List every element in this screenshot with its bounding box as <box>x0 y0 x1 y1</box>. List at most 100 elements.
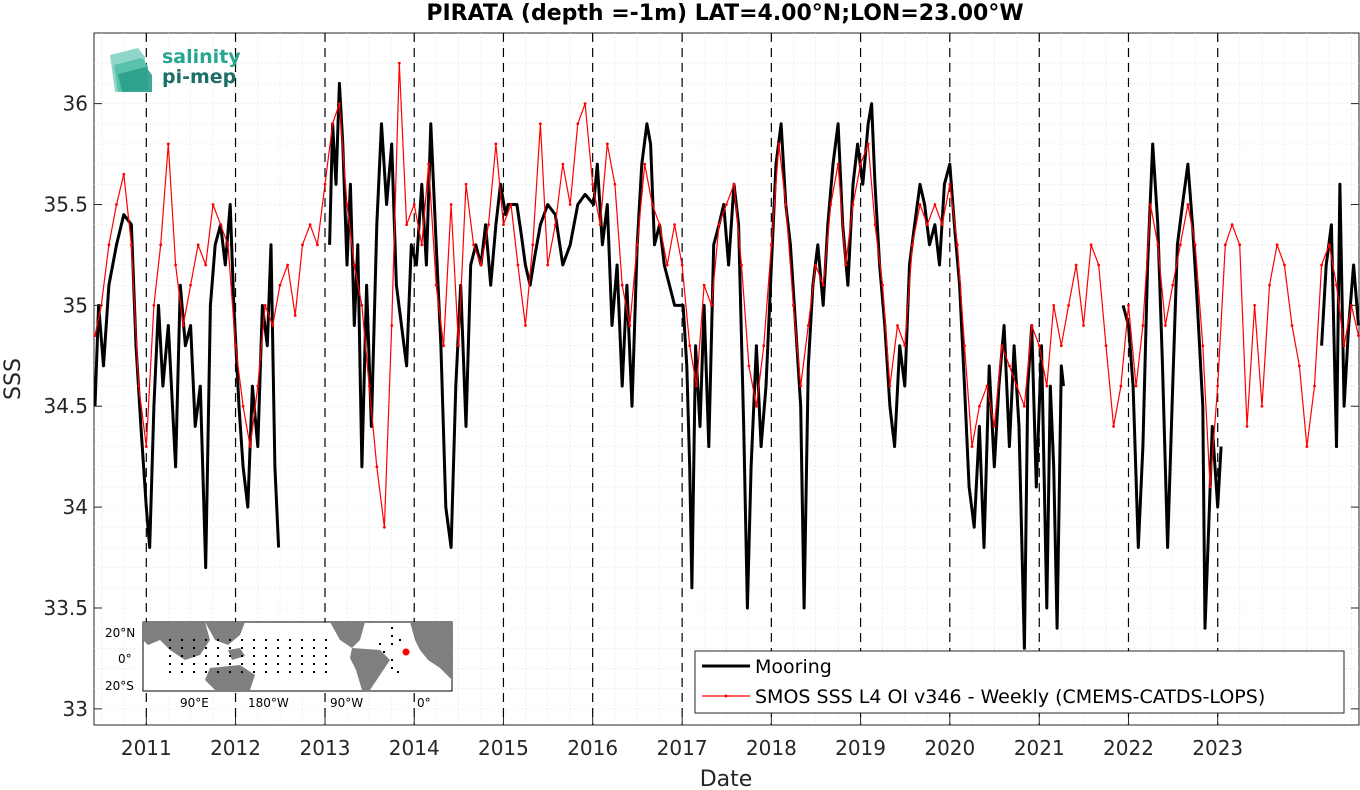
inset-lon-label-90e: 90°E <box>180 696 209 710</box>
smos-point <box>970 445 974 448</box>
buoy-dot <box>241 671 243 673</box>
smos-point <box>397 61 401 65</box>
smos-point <box>650 203 654 206</box>
smos-point <box>992 425 996 428</box>
smos-point <box>695 384 698 388</box>
smos-point <box>196 243 200 247</box>
buoy-dot <box>325 639 327 641</box>
y-tick-label: 34 <box>63 495 88 519</box>
smos-point <box>1260 404 1264 408</box>
smos-point <box>1022 404 1026 408</box>
buoy-dot <box>391 667 393 669</box>
y-axis-label: SSS <box>1 358 26 400</box>
smos-point <box>1119 384 1123 388</box>
smos-point <box>1305 445 1309 448</box>
smos-point <box>1297 364 1301 368</box>
smos-point <box>427 162 431 166</box>
buoy-dot <box>253 655 255 657</box>
smos-point <box>769 243 773 247</box>
y-tick-label: 35.5 <box>43 192 88 216</box>
smos-point <box>323 182 327 186</box>
smos-point <box>211 203 215 206</box>
buoy-dot <box>253 639 255 641</box>
smos-point <box>189 283 192 287</box>
inset-lat-label-0: 0° <box>118 652 132 666</box>
buoy-dot <box>193 639 195 641</box>
smos-point <box>144 445 148 448</box>
buoy-dot <box>289 639 291 641</box>
smos-point <box>799 384 803 388</box>
smos-point <box>591 182 595 186</box>
smos-point <box>1238 243 1242 247</box>
smos-point <box>122 172 126 176</box>
smos-point <box>1245 425 1249 428</box>
smos-point <box>1223 243 1227 247</box>
buoy-dot <box>289 671 291 673</box>
smos-point <box>1320 263 1323 267</box>
x-axis: 2011 2012 2013 2014 2015 2016 2017 2018 2019 2020… <box>121 717 1243 760</box>
y-tick-label: 33.5 <box>43 596 88 620</box>
smos-point <box>710 303 713 307</box>
buoy-dot <box>229 671 231 673</box>
smos-point <box>948 182 952 186</box>
smos-point <box>844 263 848 267</box>
buoy-dot <box>265 639 267 641</box>
smos-point <box>724 203 728 206</box>
smos-point <box>1193 243 1197 247</box>
x-tick-label: 2016 <box>567 736 618 760</box>
x-tick-label: 2018 <box>746 736 797 760</box>
smos-point <box>338 102 341 106</box>
smos-point <box>1171 283 1175 287</box>
smos-point <box>271 324 275 327</box>
buoy-dot <box>229 663 231 665</box>
smos-point <box>1045 384 1049 388</box>
y-tick-label: 36 <box>63 92 88 116</box>
smos-point <box>836 162 840 166</box>
smos-point <box>977 404 981 408</box>
buoy-dot <box>181 663 183 665</box>
x-tick-label: 2022 <box>1103 736 1154 760</box>
logo-text-salinity: salinity <box>162 46 241 68</box>
smos-point <box>166 142 170 146</box>
smos-point <box>933 203 937 206</box>
x-tick-label: 2011 <box>121 736 172 760</box>
buoy-dot <box>313 647 315 649</box>
buoy-dot <box>325 647 327 649</box>
smos-point <box>635 243 639 247</box>
smos-point <box>502 223 505 227</box>
smos-point <box>464 182 468 186</box>
smos-point <box>888 384 892 388</box>
smos-point <box>1074 263 1078 267</box>
mooring-line <box>1121 142 1223 630</box>
smos-point <box>814 263 817 267</box>
x-tick-label: 2019 <box>835 736 886 760</box>
smos-point <box>93 334 97 338</box>
legend-label-mooring: Mooring <box>755 656 832 678</box>
smos-point <box>1149 203 1152 206</box>
buoy-dot <box>169 663 171 665</box>
smos-point <box>219 223 223 227</box>
buoy-dot <box>181 671 183 673</box>
smos-point <box>546 263 550 267</box>
inset-lon-label-0: 0° <box>417 696 431 710</box>
x-tick-label: 2017 <box>657 736 708 760</box>
smos-point <box>390 324 394 327</box>
legend-box <box>694 650 1345 714</box>
buoy-dot <box>301 647 303 649</box>
smos-point <box>538 122 542 126</box>
smos-point <box>487 223 490 227</box>
selected-buoy-marker <box>402 648 410 656</box>
buoy-dot <box>205 639 207 641</box>
smos-point <box>658 223 662 227</box>
smos-point <box>516 263 520 267</box>
smos-point <box>1127 303 1130 307</box>
smos-point <box>702 283 706 287</box>
smos-point <box>777 142 781 146</box>
chart-title: PIRATA (depth =-1m) LAT=4.00°N;LON=23.00… <box>426 1 1023 26</box>
buoy-dot <box>313 663 315 665</box>
buoy-dot <box>193 655 195 657</box>
buoy-dot <box>217 647 219 649</box>
smos-point <box>568 203 572 206</box>
x-tick-label: 2013 <box>300 736 351 760</box>
smos-point <box>1327 243 1331 247</box>
